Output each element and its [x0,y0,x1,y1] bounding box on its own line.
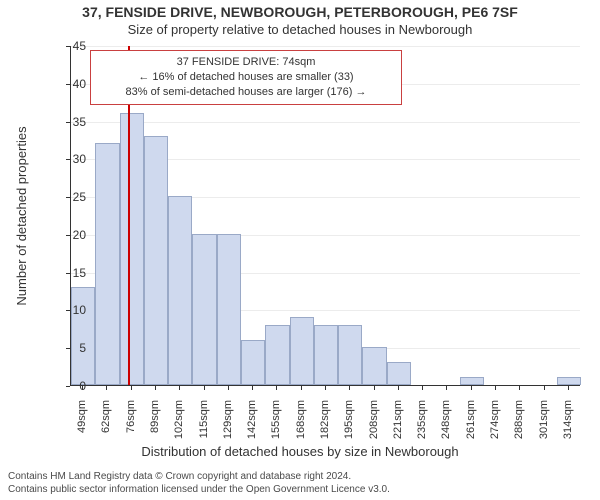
x-tick-mark [301,386,302,390]
grid-line [71,46,580,47]
annotation-line-3: 83% of semi-detached houses are larger (… [101,85,391,100]
x-tick-mark [252,386,253,390]
histogram-bar [192,234,216,385]
x-tick-mark [495,386,496,390]
x-tick-mark [471,386,472,390]
x-tick-mark [568,386,569,390]
x-tick-mark [544,386,545,390]
x-tick-mark [204,386,205,390]
x-tick-label: 155sqm [270,400,282,460]
histogram-bar [120,113,144,385]
y-axis-label: Number of detached properties [14,126,29,305]
x-tick-mark [446,386,447,390]
y-tick-label: 10 [36,303,86,317]
x-tick-mark [398,386,399,390]
x-tick-label: 208sqm [368,400,380,460]
x-tick-label: 274sqm [489,400,501,460]
annotation-line-1: 37 FENSIDE DRIVE: 74sqm [101,55,391,70]
histogram-bar [290,317,314,385]
footer-attribution: Contains HM Land Registry data © Crown c… [8,471,390,496]
x-tick-mark [325,386,326,390]
histogram-bar [265,325,289,385]
histogram-bar [387,362,411,385]
x-tick-mark [228,386,229,390]
x-tick-label: 221sqm [392,400,404,460]
y-tick-label: 25 [36,190,86,204]
histogram-bar [144,136,168,385]
x-tick-label: 129sqm [222,400,234,460]
x-tick-mark [106,386,107,390]
x-tick-mark [131,386,132,390]
x-tick-label: 314sqm [562,400,574,460]
annotation-box: 37 FENSIDE DRIVE: 74sqm← 16% of detached… [90,50,402,105]
x-tick-label: 49sqm [76,400,88,460]
footer-line-1: Contains HM Land Registry data © Crown c… [8,471,390,484]
x-tick-label: 261sqm [465,400,477,460]
x-tick-mark [374,386,375,390]
x-tick-mark [155,386,156,390]
y-tick-label: 35 [36,115,86,129]
y-tick-label: 5 [36,341,86,355]
x-tick-label: 76sqm [125,400,137,460]
y-tick-label: 45 [36,39,86,53]
x-tick-mark [276,386,277,390]
x-tick-mark [349,386,350,390]
y-tick-label: 40 [36,77,86,91]
chart-title-sub: Size of property relative to detached ho… [0,22,600,37]
x-tick-label: 62sqm [100,400,112,460]
x-tick-mark [179,386,180,390]
chart-title-main: 37, FENSIDE DRIVE, NEWBOROUGH, PETERBORO… [0,4,600,20]
x-tick-mark [519,386,520,390]
histogram-bar [241,340,265,385]
histogram-bar [314,325,338,385]
y-tick-label: 15 [36,266,86,280]
x-tick-label: 195sqm [343,400,355,460]
x-tick-label: 301sqm [538,400,550,460]
x-tick-label: 182sqm [319,400,331,460]
x-tick-label: 288sqm [513,400,525,460]
x-tick-label: 102sqm [173,400,185,460]
x-tick-label: 168sqm [295,400,307,460]
histogram-bar [338,325,362,385]
histogram-bar [362,347,386,385]
x-tick-mark [82,386,83,390]
y-tick-label: 0 [36,379,86,393]
histogram-bar [217,234,241,385]
x-tick-label: 235sqm [416,400,428,460]
x-tick-mark [422,386,423,390]
x-tick-label: 89sqm [149,400,161,460]
histogram-bar [71,287,95,385]
grid-line [71,122,580,123]
x-tick-label: 142sqm [246,400,258,460]
x-tick-label: 248sqm [440,400,452,460]
x-tick-label: 115sqm [198,400,210,460]
footer-line-2: Contains public sector information licen… [8,484,390,497]
y-tick-label: 30 [36,152,86,166]
histogram-bar [557,377,581,385]
y-tick-label: 20 [36,228,86,242]
histogram-bar [95,143,119,385]
annotation-line-2: ← 16% of detached houses are smaller (33… [101,70,391,85]
histogram-bar [460,377,484,385]
histogram-bar [168,196,192,385]
chart-root: 37, FENSIDE DRIVE, NEWBOROUGH, PETERBORO… [0,0,600,500]
